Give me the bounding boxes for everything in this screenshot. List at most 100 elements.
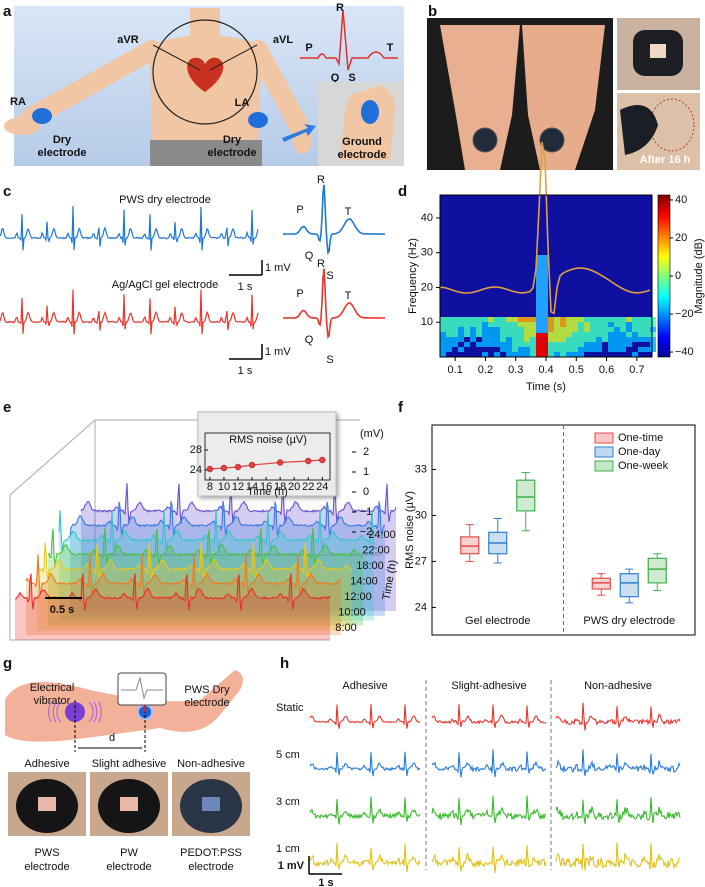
spectrogram-cell: [440, 317, 446, 322]
spectrogram-cell: [560, 332, 566, 337]
spectrogram-cell: [620, 342, 626, 347]
spectrogram-cell: [554, 352, 560, 357]
spectrogram-cell: [536, 303, 548, 309]
spectrogram-cell: [602, 322, 608, 327]
spectrogram-cell: [614, 347, 620, 352]
axis-unit: (mV): [360, 428, 384, 440]
point: [206, 465, 214, 473]
waterfall-trace: [47, 527, 364, 568]
wave-label: P: [296, 288, 303, 300]
ground-electrode: [361, 100, 379, 124]
average-trace: [439, 141, 651, 315]
spectrogram-cell: [608, 322, 614, 327]
time-label: 8:00: [335, 622, 356, 634]
column-title: Slight-adhesive: [451, 680, 526, 692]
spectrogram-cell: [620, 317, 626, 322]
ecg-trace: [309, 751, 421, 777]
spectrogram-cell: [500, 327, 506, 332]
spectrogram-cell: [644, 332, 650, 337]
spectrogram-cell: [500, 317, 506, 322]
spectrogram-cell: [512, 347, 518, 352]
spectrogram-cell: [626, 342, 632, 347]
wave-label: Q: [305, 334, 314, 346]
distance-label: d: [109, 732, 115, 744]
x-tick-label: PWS dry electrode: [583, 615, 675, 627]
ecg-beat-zoom: [282, 268, 385, 339]
signal: [121, 676, 163, 700]
spectrogram-cell: [536, 333, 548, 339]
point: [220, 464, 228, 472]
row-label: 3 cm: [276, 796, 300, 808]
spectrogram-cell: [530, 317, 536, 322]
spectrogram-cell: [512, 332, 518, 337]
spectrogram-cell: [506, 347, 512, 352]
box: [647, 557, 667, 584]
scale-label: 1 mV: [278, 860, 305, 872]
spectrogram-cell: [620, 337, 626, 342]
spectrogram-cell: [500, 322, 506, 327]
spectrogram-cell: [566, 322, 572, 327]
wave-label: P: [296, 204, 303, 216]
spectrogram-cell: [548, 317, 554, 322]
spectrogram-cell: [632, 337, 638, 342]
spectrogram-cell: [554, 342, 560, 347]
spectrogram-cell: [566, 342, 572, 347]
wave-label: Q: [305, 250, 314, 262]
ecg-sketch: [300, 9, 398, 71]
panel-label: d: [398, 183, 407, 200]
wave-label: S: [326, 270, 333, 282]
panel-label: h: [280, 655, 289, 672]
wave-label: R: [317, 174, 325, 186]
spectrogram-cell: [458, 327, 464, 332]
time-label: 12:00: [344, 591, 372, 603]
waterfall-area: [37, 542, 352, 631]
spectrogram-cell: [440, 322, 446, 327]
spectrogram-cell: [632, 352, 638, 357]
x-tick-label: 0.1: [447, 364, 462, 376]
axis-tick-label: 2: [363, 446, 369, 458]
spectrogram-cell: [650, 317, 656, 322]
spectrogram-cell: [518, 347, 524, 352]
spectrogram-cell: [524, 347, 530, 352]
left-arm: [248, 40, 310, 138]
colorbar-label: Magnitude (dB): [693, 238, 705, 313]
spectrogram-cell: [596, 317, 602, 322]
electrode-pad: [650, 44, 666, 58]
spectrogram-cell: [536, 297, 548, 303]
electrode-label: electrode: [38, 147, 87, 159]
arrow: [282, 124, 316, 142]
spectrogram-cell: [464, 327, 470, 332]
spectrogram-cell: [638, 332, 644, 337]
spectrogram-cell: [614, 322, 620, 327]
spectrogram-cell: [506, 332, 512, 337]
worn-area: [649, 98, 695, 152]
spectrogram-cell: [566, 317, 572, 322]
spectrogram-cell: [566, 347, 572, 352]
spectrogram-cell: [650, 342, 656, 347]
spectrogram-cell: [524, 352, 530, 357]
x-tick-label: 16: [260, 481, 272, 493]
spectrogram-cell: [440, 347, 446, 352]
spectrogram-cell: [500, 337, 506, 342]
spectrogram-cell: [590, 332, 596, 337]
spectrogram-cell: [482, 322, 488, 327]
spectrogram-cell: [536, 327, 548, 333]
spectrogram-cell: [488, 317, 494, 322]
shorts: [150, 140, 262, 166]
spectrogram-cell: [578, 327, 584, 332]
heart: [187, 57, 224, 92]
spectrogram-cell: [530, 342, 536, 347]
spectrogram-cell: [470, 337, 476, 342]
panel-label: b: [428, 3, 437, 20]
torso: [150, 35, 262, 150]
spectrogram-cell: [578, 352, 584, 357]
spectrogram-cell: [536, 351, 548, 357]
y-tick-label: 24: [415, 601, 427, 613]
spectrogram-cell: [596, 322, 602, 327]
photo-title: Slight adhesive: [92, 758, 167, 770]
photo-caption: PWS: [34, 847, 59, 859]
spectrogram-cell: [446, 337, 452, 342]
ground-label: electrode: [338, 149, 387, 161]
spectrogram-cell: [566, 352, 572, 357]
spectrogram-cell: [578, 342, 584, 347]
